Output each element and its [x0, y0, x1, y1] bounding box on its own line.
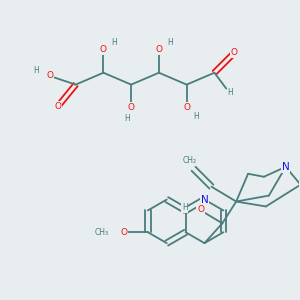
Text: O: O: [231, 48, 238, 57]
Text: H: H: [227, 88, 233, 97]
Text: O: O: [128, 103, 135, 112]
Text: H: H: [167, 38, 173, 46]
Text: O: O: [183, 103, 190, 112]
Text: H: H: [194, 112, 200, 121]
Text: H: H: [124, 114, 130, 123]
Text: H: H: [112, 38, 117, 46]
Text: H: H: [33, 66, 39, 75]
Text: O: O: [197, 205, 204, 214]
Text: O: O: [54, 102, 61, 111]
Text: O: O: [46, 71, 53, 80]
Text: O: O: [100, 45, 107, 54]
Text: N: N: [282, 162, 290, 172]
Text: CH₃: CH₃: [95, 228, 109, 237]
Text: O: O: [120, 228, 128, 237]
Text: H: H: [182, 203, 188, 212]
Text: N: N: [201, 194, 208, 205]
Text: CH₂: CH₂: [183, 156, 197, 165]
Text: O: O: [155, 45, 162, 54]
